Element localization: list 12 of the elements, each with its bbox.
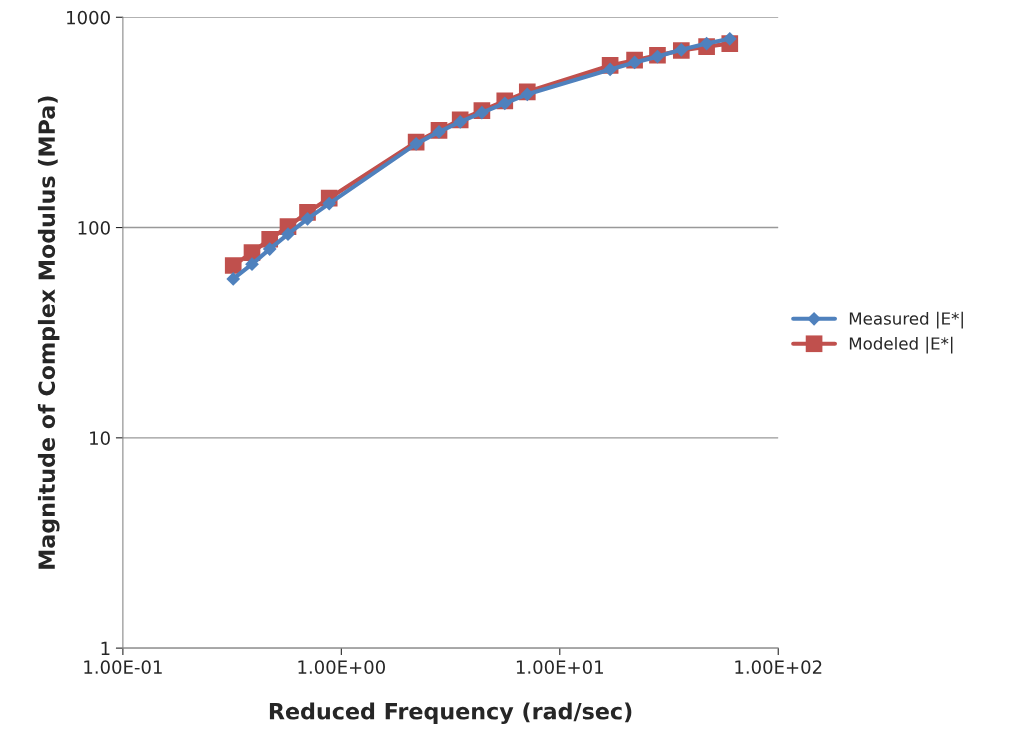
- y-tick-label: 10: [90, 431, 110, 445]
- x-tick-label: 1.00E-01: [84, 660, 162, 674]
- y-tick-label: 1: [101, 641, 110, 655]
- x-tick-label: 1.00E+02: [735, 660, 822, 674]
- y-tick-label: 1000: [67, 10, 110, 25]
- x-axis-title: Reduced Frequency (rad/sec): [269, 702, 632, 725]
- x-tick-label: 1.00E+01: [516, 660, 603, 674]
- legend-label: Measured |E*|: [849, 311, 963, 329]
- y-tick-label: 100: [78, 221, 110, 235]
- y-axis-title: Magnitude of Complex Modulus (MPa): [37, 96, 60, 569]
- x-tick-label: 1.00E+00: [298, 660, 385, 674]
- legend-label: Modeled |E*|: [849, 336, 953, 354]
